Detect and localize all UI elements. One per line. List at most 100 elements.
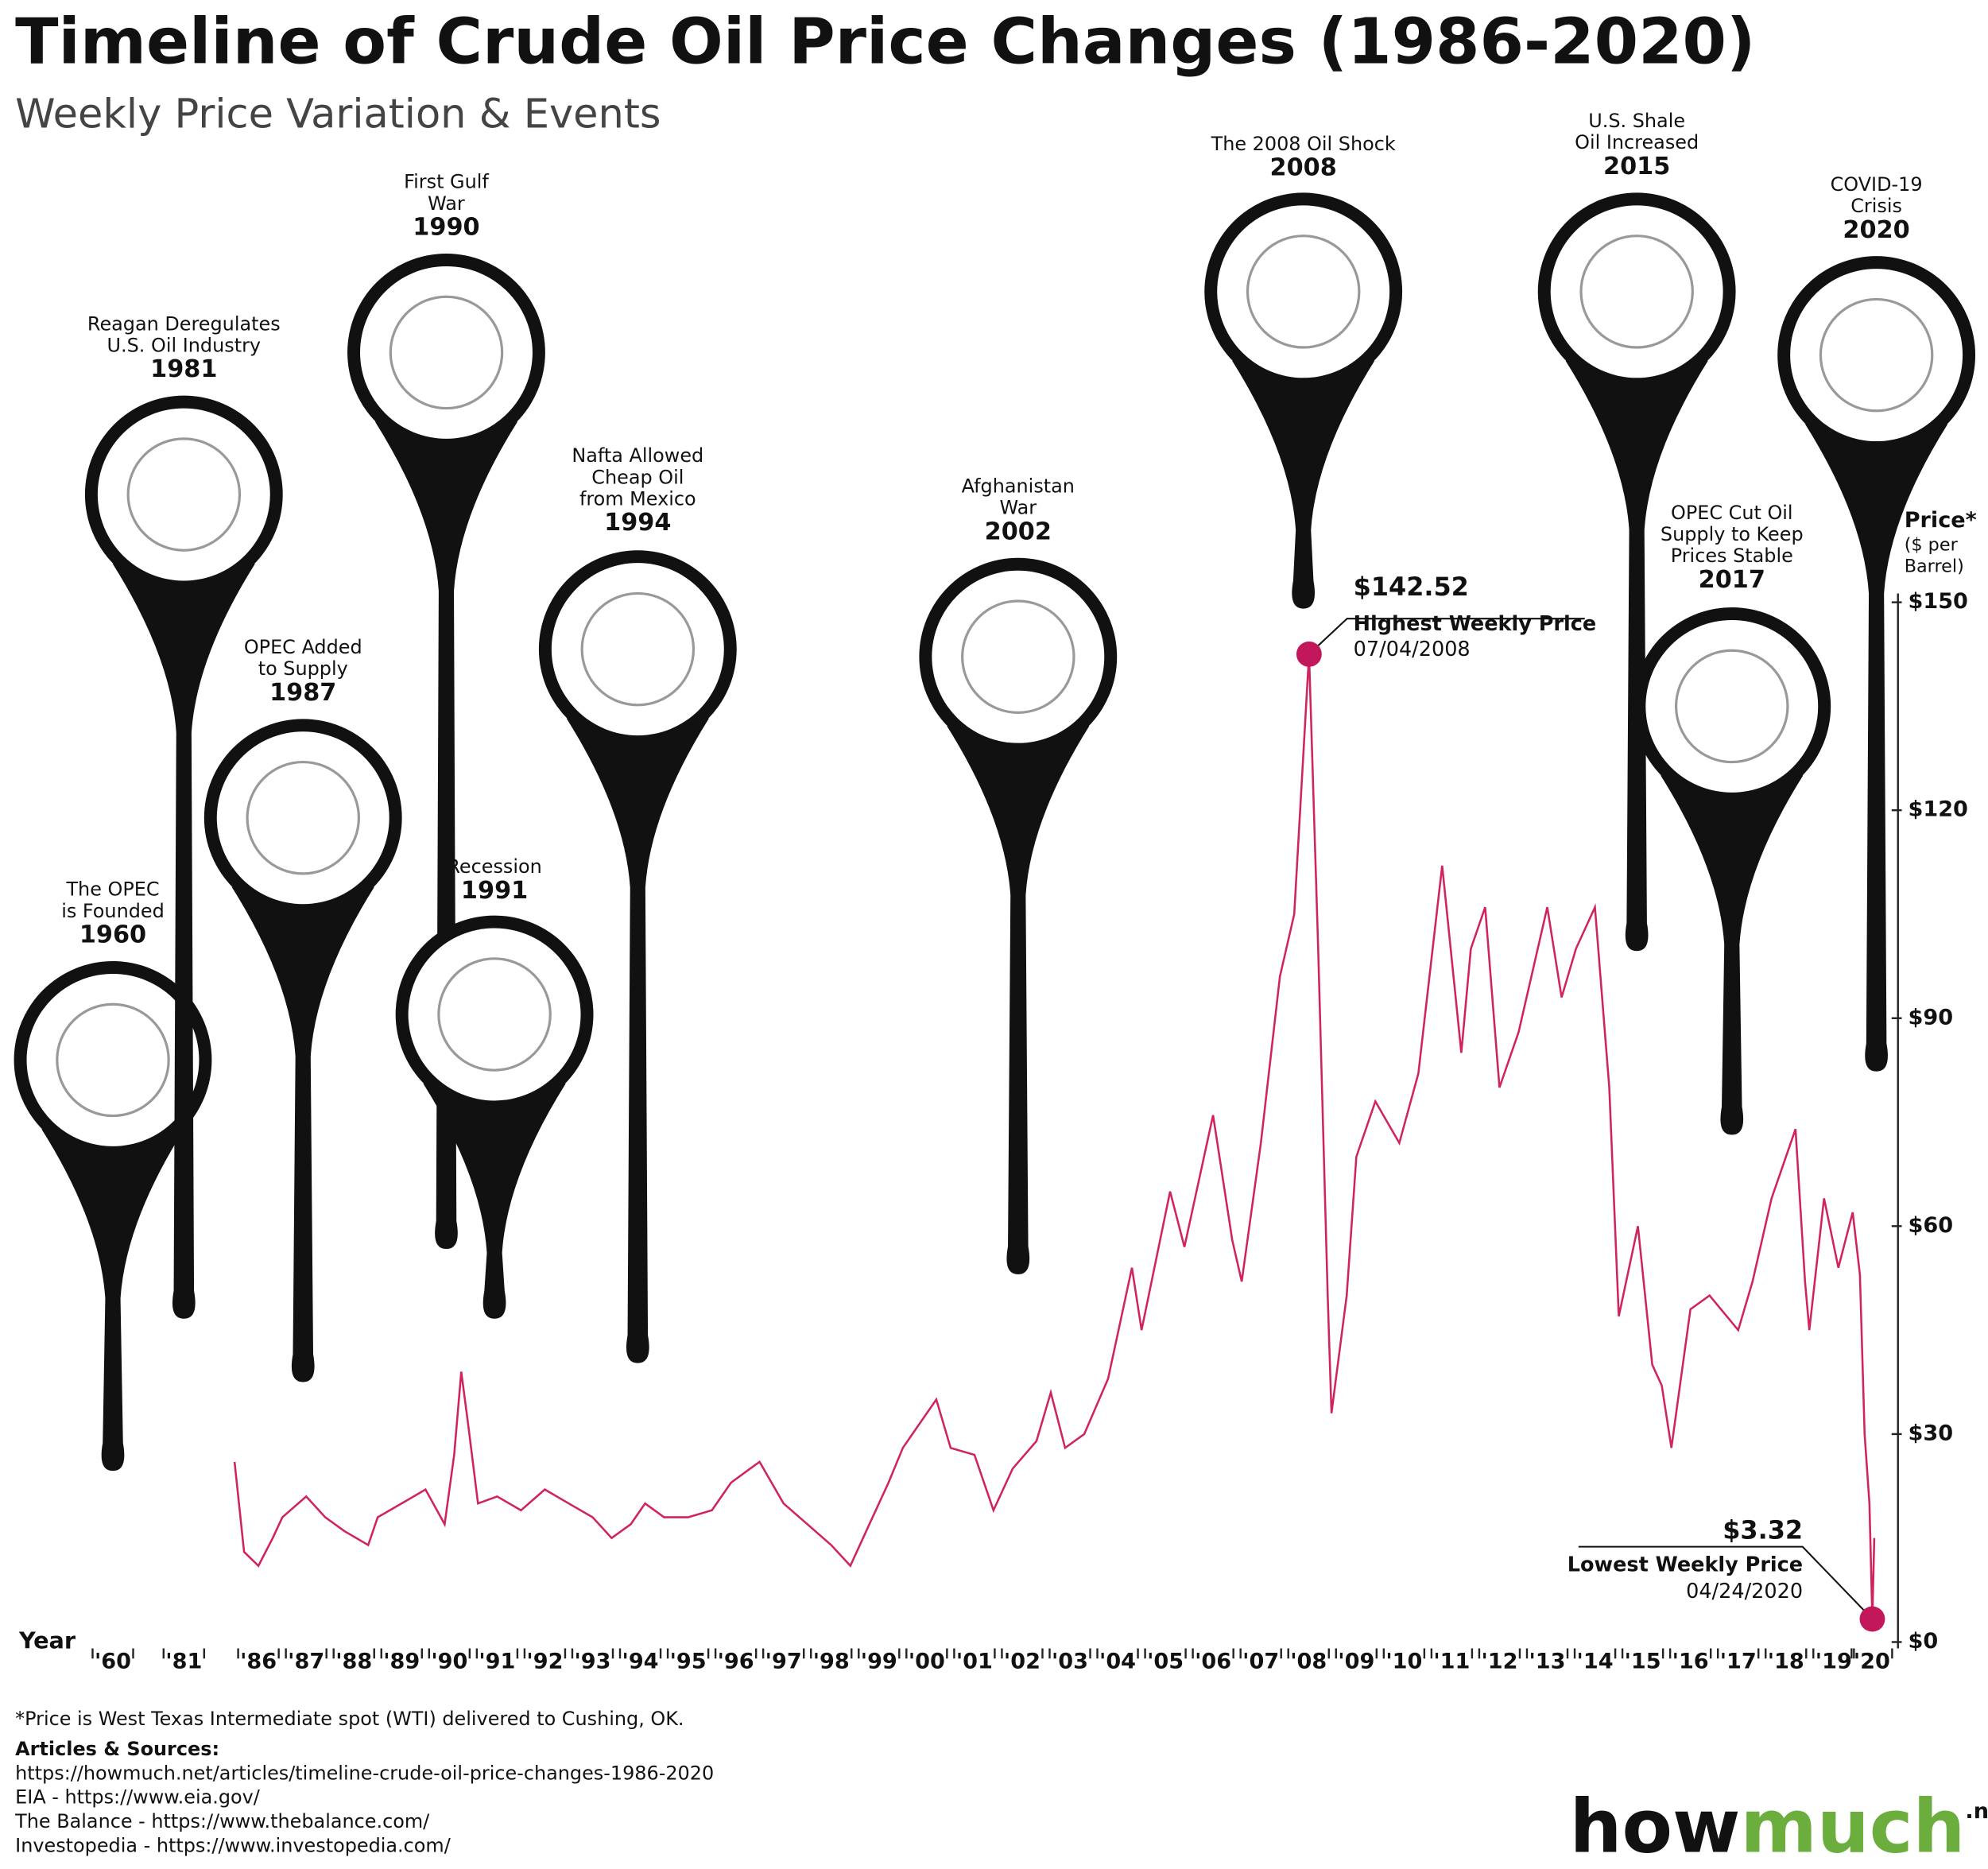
- pin-face: [551, 563, 724, 736]
- pin-icon: [580, 591, 696, 707]
- x-tick: [571, 1648, 614, 1659]
- x-tick: [905, 1648, 948, 1659]
- y-tick-label: $90: [1908, 1005, 1953, 1030]
- pin-tail: [374, 421, 518, 1250]
- x-tick: [1048, 1648, 1091, 1659]
- x-tick: [618, 1648, 662, 1659]
- x-tick: [1478, 1648, 1521, 1659]
- event-label: to Supply: [258, 657, 348, 680]
- logo-part: much: [1740, 1784, 1965, 1869]
- x-tick-label: '10: [1385, 1650, 1422, 1674]
- x-tick: [1850, 1648, 1893, 1659]
- x-tick: [523, 1648, 567, 1659]
- pin-face: [1217, 205, 1390, 378]
- event-label: COVID-19: [1831, 173, 1923, 196]
- y-axis-label: ($ per: [1905, 534, 1959, 555]
- x-tick-label: '06: [1195, 1650, 1231, 1674]
- logo-part: how: [1570, 1784, 1741, 1869]
- pin-tail: [1232, 360, 1375, 609]
- event-year: 2008: [1270, 154, 1337, 182]
- x-tick-label: '03: [1052, 1650, 1088, 1674]
- x-tick-label: '00: [909, 1650, 945, 1674]
- x-tick: [1382, 1648, 1426, 1659]
- pin-icon: [126, 437, 242, 552]
- x-tick-label: '81: [165, 1650, 202, 1674]
- footnote: *Price is West Texas Intermediate spot (…: [15, 1708, 684, 1730]
- x-tick-label: '12: [1481, 1650, 1517, 1674]
- pin-icon: [1246, 235, 1361, 349]
- x-tick: [1096, 1648, 1139, 1659]
- x-tick: [380, 1648, 424, 1659]
- pin-face: [1790, 269, 1963, 442]
- event-label: War: [1000, 497, 1037, 519]
- pin-face: [26, 973, 200, 1146]
- x-tick-label: '60: [95, 1650, 131, 1674]
- pin-face: [932, 570, 1105, 743]
- x-axis-label: Year: [18, 1627, 76, 1654]
- sources-title: Articles & Sources:: [15, 1738, 219, 1760]
- x-tick-label: '96: [718, 1650, 754, 1674]
- x-tick: [1192, 1648, 1234, 1659]
- logo-part: .net: [1965, 1799, 1988, 1824]
- pin-tail: [423, 1084, 566, 1319]
- x-tick: [475, 1648, 519, 1659]
- event-year: 2015: [1603, 153, 1670, 180]
- annotation-text: Lowest Weekly Price: [1568, 1553, 1803, 1577]
- x-tick: [428, 1648, 471, 1659]
- event-year: 1981: [150, 355, 217, 383]
- x-tick-label: '97: [765, 1650, 802, 1674]
- x-tick-label: '09: [1338, 1650, 1374, 1674]
- pin-icon: [961, 599, 1075, 714]
- pin-icon: [246, 760, 361, 875]
- event-label: Nafta Allowed: [572, 444, 703, 467]
- chart-title: Timeline of Crude Oil Price Changes (198…: [15, 4, 1755, 78]
- pin-icon: [56, 1002, 170, 1118]
- pin-icon: [1819, 297, 1934, 413]
- source: EIA - https://www.eia.gov/: [15, 1786, 261, 1809]
- event-label: Supply to Keep: [1661, 523, 1804, 545]
- event-label: U.S. Oil Industry: [107, 334, 262, 356]
- x-tick: [1765, 1648, 1808, 1659]
- event-label: The OPEC: [65, 878, 159, 901]
- x-tick: [237, 1648, 280, 1659]
- event-label: Crisis: [1850, 195, 1902, 217]
- x-tick: [1621, 1648, 1664, 1659]
- event-label: War: [428, 192, 465, 215]
- x-tick-label: '98: [813, 1650, 850, 1674]
- event-label: from Mexico: [579, 487, 696, 510]
- x-tick: [761, 1648, 805, 1659]
- event-label: OPEC Cut Oil: [1671, 502, 1793, 524]
- x-tick: [1430, 1648, 1474, 1659]
- event-label: Recession: [447, 855, 541, 878]
- x-tick: [332, 1648, 375, 1659]
- callout-line: [1578, 1545, 1874, 1620]
- event-year: 1960: [79, 921, 146, 949]
- event-label: Oil Increased: [1575, 131, 1699, 153]
- x-tick-label: '08: [1290, 1650, 1327, 1674]
- event-year: 2017: [1699, 566, 1765, 594]
- x-tick-label: '17: [1720, 1650, 1757, 1674]
- annotation-date: 07/04/2008: [1354, 638, 1471, 661]
- x-tick-label: '86: [240, 1650, 277, 1674]
- x-tick-label: '94: [622, 1650, 659, 1674]
- event-label: Cheap Oil: [591, 466, 684, 488]
- y-tick-label: $120: [1908, 797, 1967, 822]
- x-tick-label: '91: [479, 1650, 515, 1674]
- pin-tail: [112, 564, 255, 1319]
- event-label: Reagan Deregulates: [87, 312, 281, 335]
- pin-icon: [389, 295, 504, 410]
- annotation-value: $142.52: [1354, 572, 1469, 602]
- event-label: The 2008 Oil Shock: [1211, 133, 1396, 155]
- x-tick: [285, 1648, 327, 1659]
- x-tick: [714, 1648, 758, 1659]
- pin-tail: [231, 886, 374, 1382]
- x-tick-label: '16: [1672, 1650, 1709, 1674]
- x-tick: [953, 1648, 996, 1659]
- x-tick-label: '89: [383, 1650, 420, 1674]
- x-tick: [1239, 1648, 1282, 1659]
- x-tick: [1001, 1648, 1044, 1659]
- pin-tail: [566, 718, 709, 1363]
- chart-subtitle: Weekly Price Variation & Events: [15, 91, 661, 138]
